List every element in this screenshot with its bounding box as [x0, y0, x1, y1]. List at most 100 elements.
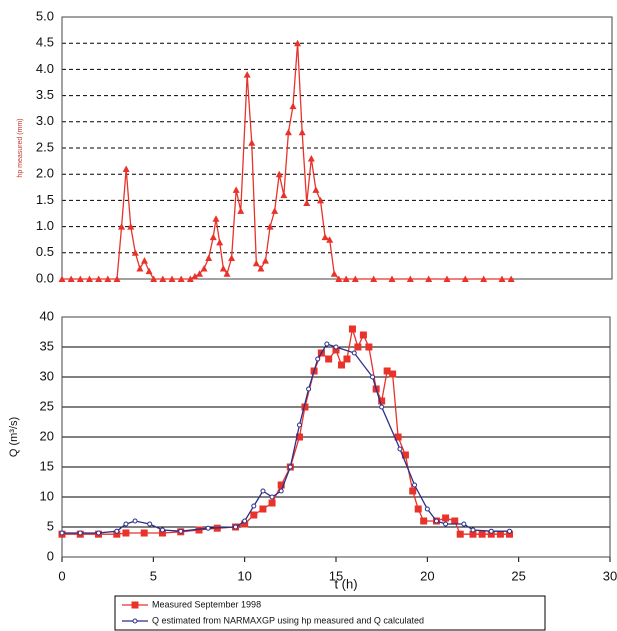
marker — [451, 517, 459, 525]
y-tick-label: 20 — [40, 428, 54, 443]
marker — [420, 517, 428, 525]
marker — [104, 275, 112, 282]
marker — [359, 331, 367, 339]
marker — [260, 488, 266, 494]
x-tick-label: 0 — [58, 568, 65, 583]
marker — [312, 186, 320, 193]
marker — [131, 249, 139, 256]
y-tick-label: 35 — [40, 338, 54, 353]
x-tick-label: 20 — [420, 568, 434, 583]
marker — [470, 527, 476, 533]
marker — [394, 433, 402, 441]
y-tick-label: 2.0 — [36, 166, 54, 181]
marker — [114, 528, 120, 534]
marker — [370, 275, 378, 282]
marker — [58, 275, 66, 282]
marker — [150, 275, 158, 282]
marker — [284, 128, 292, 136]
marker — [424, 506, 430, 512]
y-tick-label: 5.0 — [36, 8, 54, 23]
y-axis-label: hp measured (mm) — [17, 118, 24, 177]
marker — [461, 275, 469, 282]
marker — [277, 481, 285, 489]
marker — [379, 404, 385, 410]
marker — [342, 275, 350, 282]
marker — [406, 275, 414, 282]
marker — [295, 433, 303, 441]
marker — [195, 526, 203, 534]
marker — [140, 529, 148, 537]
marker — [233, 524, 239, 530]
marker — [132, 618, 138, 624]
marker — [159, 527, 165, 533]
marker — [383, 367, 391, 375]
x-tick-label: 25 — [511, 568, 525, 583]
marker — [122, 165, 130, 172]
marker — [196, 270, 203, 277]
marker — [278, 488, 284, 494]
marker — [259, 505, 267, 513]
marker — [478, 530, 486, 538]
marker — [186, 275, 194, 282]
x-tick-label: 10 — [237, 568, 251, 583]
marker — [147, 521, 153, 527]
marker — [205, 525, 211, 531]
y-tick-label: 4.5 — [36, 35, 54, 50]
marker — [507, 275, 515, 282]
marker — [131, 601, 139, 609]
y-tick-label: 40 — [40, 308, 54, 323]
marker — [250, 511, 258, 519]
marker — [228, 254, 236, 262]
marker — [209, 233, 217, 241]
marker — [388, 275, 396, 282]
marker — [480, 275, 488, 282]
marker — [461, 521, 467, 527]
legend-label: Measured September 1998 — [152, 599, 261, 609]
y-tick-label: 5 — [47, 518, 54, 533]
marker — [219, 265, 227, 272]
marker — [122, 529, 130, 537]
marker — [113, 530, 121, 538]
marker — [76, 275, 84, 282]
marker — [223, 270, 231, 277]
marker — [397, 446, 403, 452]
marker — [275, 170, 283, 178]
series-line — [62, 328, 510, 535]
marker — [332, 346, 340, 354]
marker — [287, 464, 293, 470]
marker — [95, 275, 103, 282]
marker — [145, 267, 153, 275]
marker — [325, 355, 333, 363]
marker — [348, 325, 356, 333]
marker — [191, 272, 199, 280]
marker — [86, 275, 93, 282]
marker — [414, 505, 422, 513]
marker — [257, 265, 265, 272]
y-tick-label: 3.5 — [36, 87, 54, 102]
marker — [280, 191, 288, 199]
y-tick-label: 1.5 — [36, 192, 54, 207]
marker — [59, 530, 65, 536]
marker — [141, 257, 148, 264]
marker — [268, 499, 276, 507]
x-tick-label: 5 — [150, 568, 157, 583]
marker — [177, 275, 185, 282]
marker — [123, 521, 129, 527]
marker — [251, 503, 257, 509]
marker — [301, 403, 309, 411]
x-axis-label: t (h) — [334, 576, 357, 591]
marker — [443, 521, 449, 527]
marker — [200, 265, 208, 272]
marker — [370, 374, 376, 380]
y-tick-label: 2.5 — [36, 139, 54, 154]
marker — [433, 518, 439, 524]
marker — [237, 207, 245, 214]
marker — [330, 270, 338, 277]
y-tick-label: 0.0 — [36, 270, 54, 285]
x-tick-label: 15 — [329, 568, 343, 583]
marker — [487, 530, 495, 538]
y-tick-label: 15 — [40, 458, 54, 473]
plot-frame — [61, 316, 611, 558]
marker — [496, 530, 504, 538]
